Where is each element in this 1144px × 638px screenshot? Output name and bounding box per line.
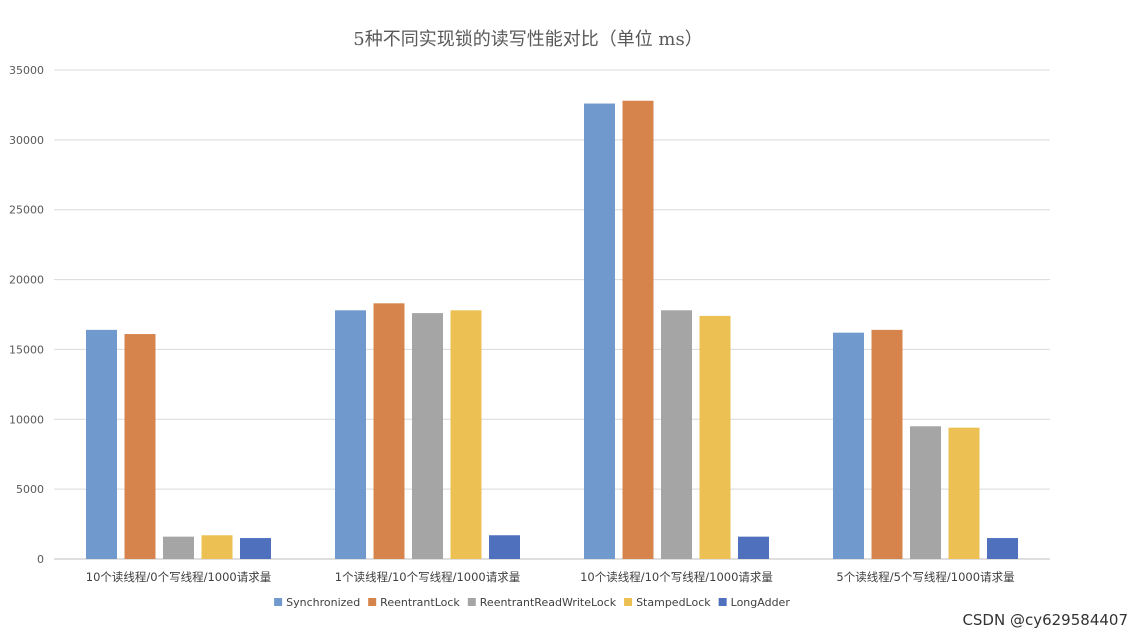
legend-item: ReentrantReadWriteLock bbox=[467, 596, 617, 609]
bar-synchronized bbox=[584, 103, 615, 559]
bar-longadder bbox=[489, 535, 520, 559]
legend-item: Synchronized bbox=[274, 596, 360, 609]
legend-swatch bbox=[368, 598, 377, 606]
x-tick-label: 1个读线程/10个写线程/1000请求量 bbox=[335, 570, 520, 584]
bar-reentrantlock bbox=[373, 303, 405, 559]
y-tick-label: 10000 bbox=[9, 413, 44, 426]
legend-label: StampedLock bbox=[636, 596, 711, 609]
legend-item: ReentrantLock bbox=[368, 596, 460, 609]
y-tick-label: 5000 bbox=[16, 483, 44, 496]
bar-synchronized bbox=[833, 332, 864, 559]
y-tick-label: 35000 bbox=[9, 64, 44, 77]
bar-reentrantreadwritelock bbox=[661, 310, 692, 559]
legend-label: ReentrantReadWriteLock bbox=[480, 596, 617, 609]
bar-longadder bbox=[738, 536, 769, 559]
bar-reentrantlock bbox=[124, 334, 156, 559]
y-axis: 0 5000 10000 15000 20000 25000 30000 35000 bbox=[9, 64, 44, 566]
watermark: CSDN @cy629584407 bbox=[962, 611, 1128, 629]
legend-label: Synchronized bbox=[286, 596, 360, 609]
legend-swatch bbox=[624, 598, 633, 606]
bar-synchronized bbox=[335, 310, 366, 559]
bar-reentrantreadwritelock bbox=[163, 536, 194, 559]
bar-reentrantreadwritelock bbox=[910, 426, 941, 559]
bar-reentrantlock bbox=[622, 100, 654, 559]
legend-swatch bbox=[274, 598, 283, 606]
bar-stampedlock bbox=[201, 535, 233, 559]
y-tick-label: 30000 bbox=[9, 134, 44, 147]
bar-stampedlock bbox=[948, 427, 980, 559]
x-tick-label: 10个读线程/10个写线程/1000请求量 bbox=[580, 570, 773, 584]
x-axis: 10个读线程/0个写线程/1000请求量 1个读线程/10个写线程/1000请求量… bbox=[86, 570, 1015, 584]
y-tick-label: 25000 bbox=[9, 204, 44, 217]
bar-synchronized bbox=[86, 329, 117, 559]
legend-swatch bbox=[718, 598, 727, 606]
legend-item: StampedLock bbox=[624, 596, 711, 609]
bar-reentrantreadwritelock bbox=[412, 313, 443, 559]
bar-reentrantlock bbox=[871, 329, 903, 559]
bar-stampedlock bbox=[699, 315, 731, 559]
bar-longadder bbox=[240, 538, 271, 559]
legend-item: LongAdder bbox=[718, 596, 791, 609]
y-tick-label: 0 bbox=[37, 553, 44, 566]
y-tick-label: 15000 bbox=[9, 343, 44, 356]
y-tick-label: 20000 bbox=[9, 274, 44, 287]
x-tick-label: 5个读线程/5个写线程/1000请求量 bbox=[836, 570, 1014, 584]
bar-stampedlock bbox=[450, 310, 482, 559]
bar-longadder bbox=[987, 538, 1018, 559]
legend: Synchronized ReentrantLock ReentrantReadWr… bbox=[274, 596, 790, 609]
legend-label: LongAdder bbox=[731, 596, 791, 609]
legend-label: ReentrantLock bbox=[380, 596, 460, 609]
gridlines bbox=[54, 69, 1050, 560]
x-tick-label: 10个读线程/0个写线程/1000请求量 bbox=[86, 570, 271, 584]
bars bbox=[86, 100, 1018, 559]
chart-title: 5种不同实现锁的读写性能对比（单位 ms） bbox=[353, 29, 702, 50]
legend-swatch bbox=[467, 598, 476, 606]
